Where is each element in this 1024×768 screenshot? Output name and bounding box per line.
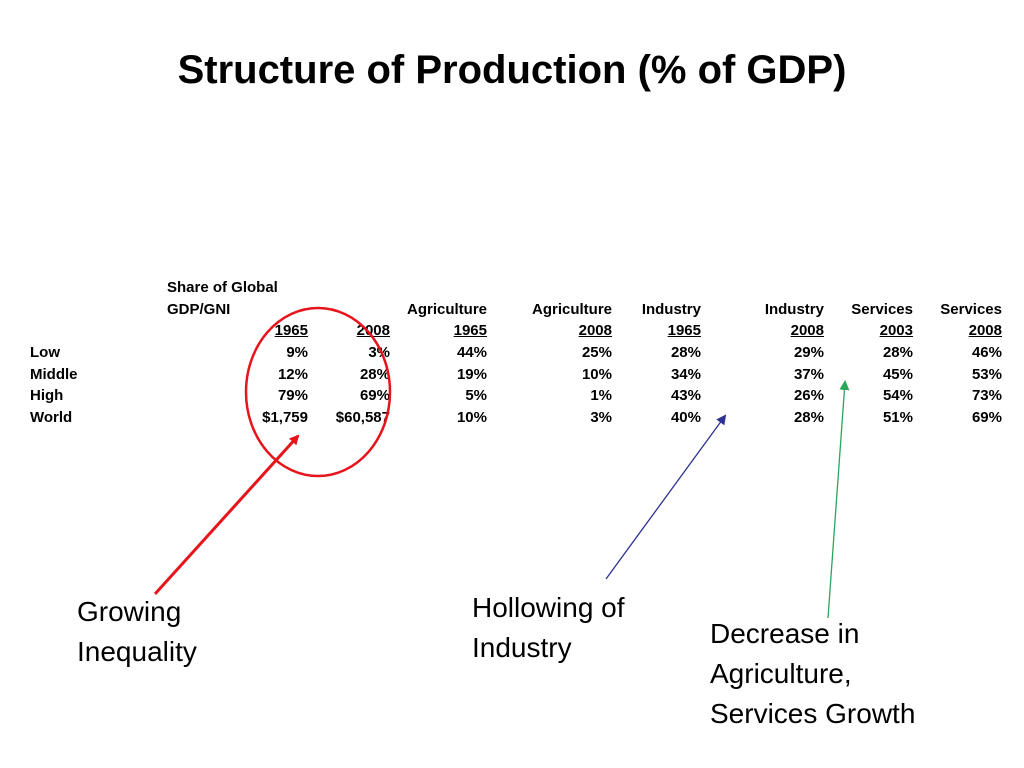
table-cell: 69%: [971, 409, 1002, 426]
table-cell: 9%: [286, 344, 308, 361]
slide-title: Structure of Production (% of GDP): [177, 48, 847, 92]
table-cell: 3%: [368, 344, 390, 361]
share-header-line2: GDP/GNI: [167, 301, 231, 318]
column-header: Industry: [641, 301, 701, 318]
row-label: High: [30, 387, 64, 404]
table-cell: 1%: [590, 387, 612, 404]
column-year: 2008: [968, 322, 1002, 339]
growing-inequality-note: Growing Inequality: [77, 596, 197, 667]
share-header-line1: Share of Global: [167, 279, 278, 296]
table-cell: $60,587: [335, 409, 390, 426]
table-cell: 28%: [359, 366, 390, 383]
column-year: 2008: [790, 322, 824, 339]
column-header: Services: [851, 301, 913, 318]
table-cell: 79%: [277, 387, 308, 404]
column-header: Agriculture: [531, 301, 612, 318]
services-arrow: [827, 380, 850, 619]
column-header: Industry: [764, 301, 824, 318]
industry-arrow: [605, 414, 727, 580]
hollowing-of-industry-note: Hollowing of Industry: [472, 592, 625, 663]
table-cell: 37%: [793, 366, 824, 383]
table-cell: 10%: [456, 409, 487, 426]
inequality-arrow: [153, 434, 300, 596]
column-year: 2008: [356, 322, 390, 339]
row-label: Low: [30, 344, 60, 361]
table-cell: 44%: [456, 344, 487, 361]
table-cell: 69%: [359, 387, 390, 404]
table-cell: 28%: [882, 344, 913, 361]
table-cell: 10%: [581, 366, 612, 383]
table-cell: 40%: [670, 409, 701, 426]
table-cell: 5%: [465, 387, 487, 404]
table-cell: 3%: [590, 409, 612, 426]
table-cell: 19%: [456, 366, 487, 383]
table-cell: 43%: [670, 387, 701, 404]
column-year: 2003: [879, 322, 913, 339]
table-cell: 29%: [793, 344, 824, 361]
table-cell: 34%: [670, 366, 701, 383]
column-year: 1965: [667, 322, 701, 339]
column-year: 1965: [274, 322, 308, 339]
column-year: 1965: [453, 322, 487, 339]
row-label: Middle: [30, 366, 78, 383]
table-cell: 53%: [971, 366, 1002, 383]
table-cell: 73%: [971, 387, 1002, 404]
table-cell: 26%: [793, 387, 824, 404]
table-cell: 12%: [277, 366, 308, 383]
table-cell: 45%: [882, 366, 913, 383]
column-header: Agriculture: [406, 301, 487, 318]
column-header: Services: [940, 301, 1002, 318]
table-cell: 28%: [670, 344, 701, 361]
table-cell: 28%: [793, 409, 824, 426]
table-cell: 25%: [581, 344, 612, 361]
table-cell: $1,759: [262, 409, 308, 426]
table-cell: 51%: [882, 409, 913, 426]
agriculture-services-note: Decrease in Agriculture, Services Growth: [710, 618, 916, 729]
table-cell: 46%: [971, 344, 1002, 361]
table-cell: 54%: [882, 387, 913, 404]
column-year: 2008: [578, 322, 612, 339]
row-label: World: [30, 409, 73, 426]
